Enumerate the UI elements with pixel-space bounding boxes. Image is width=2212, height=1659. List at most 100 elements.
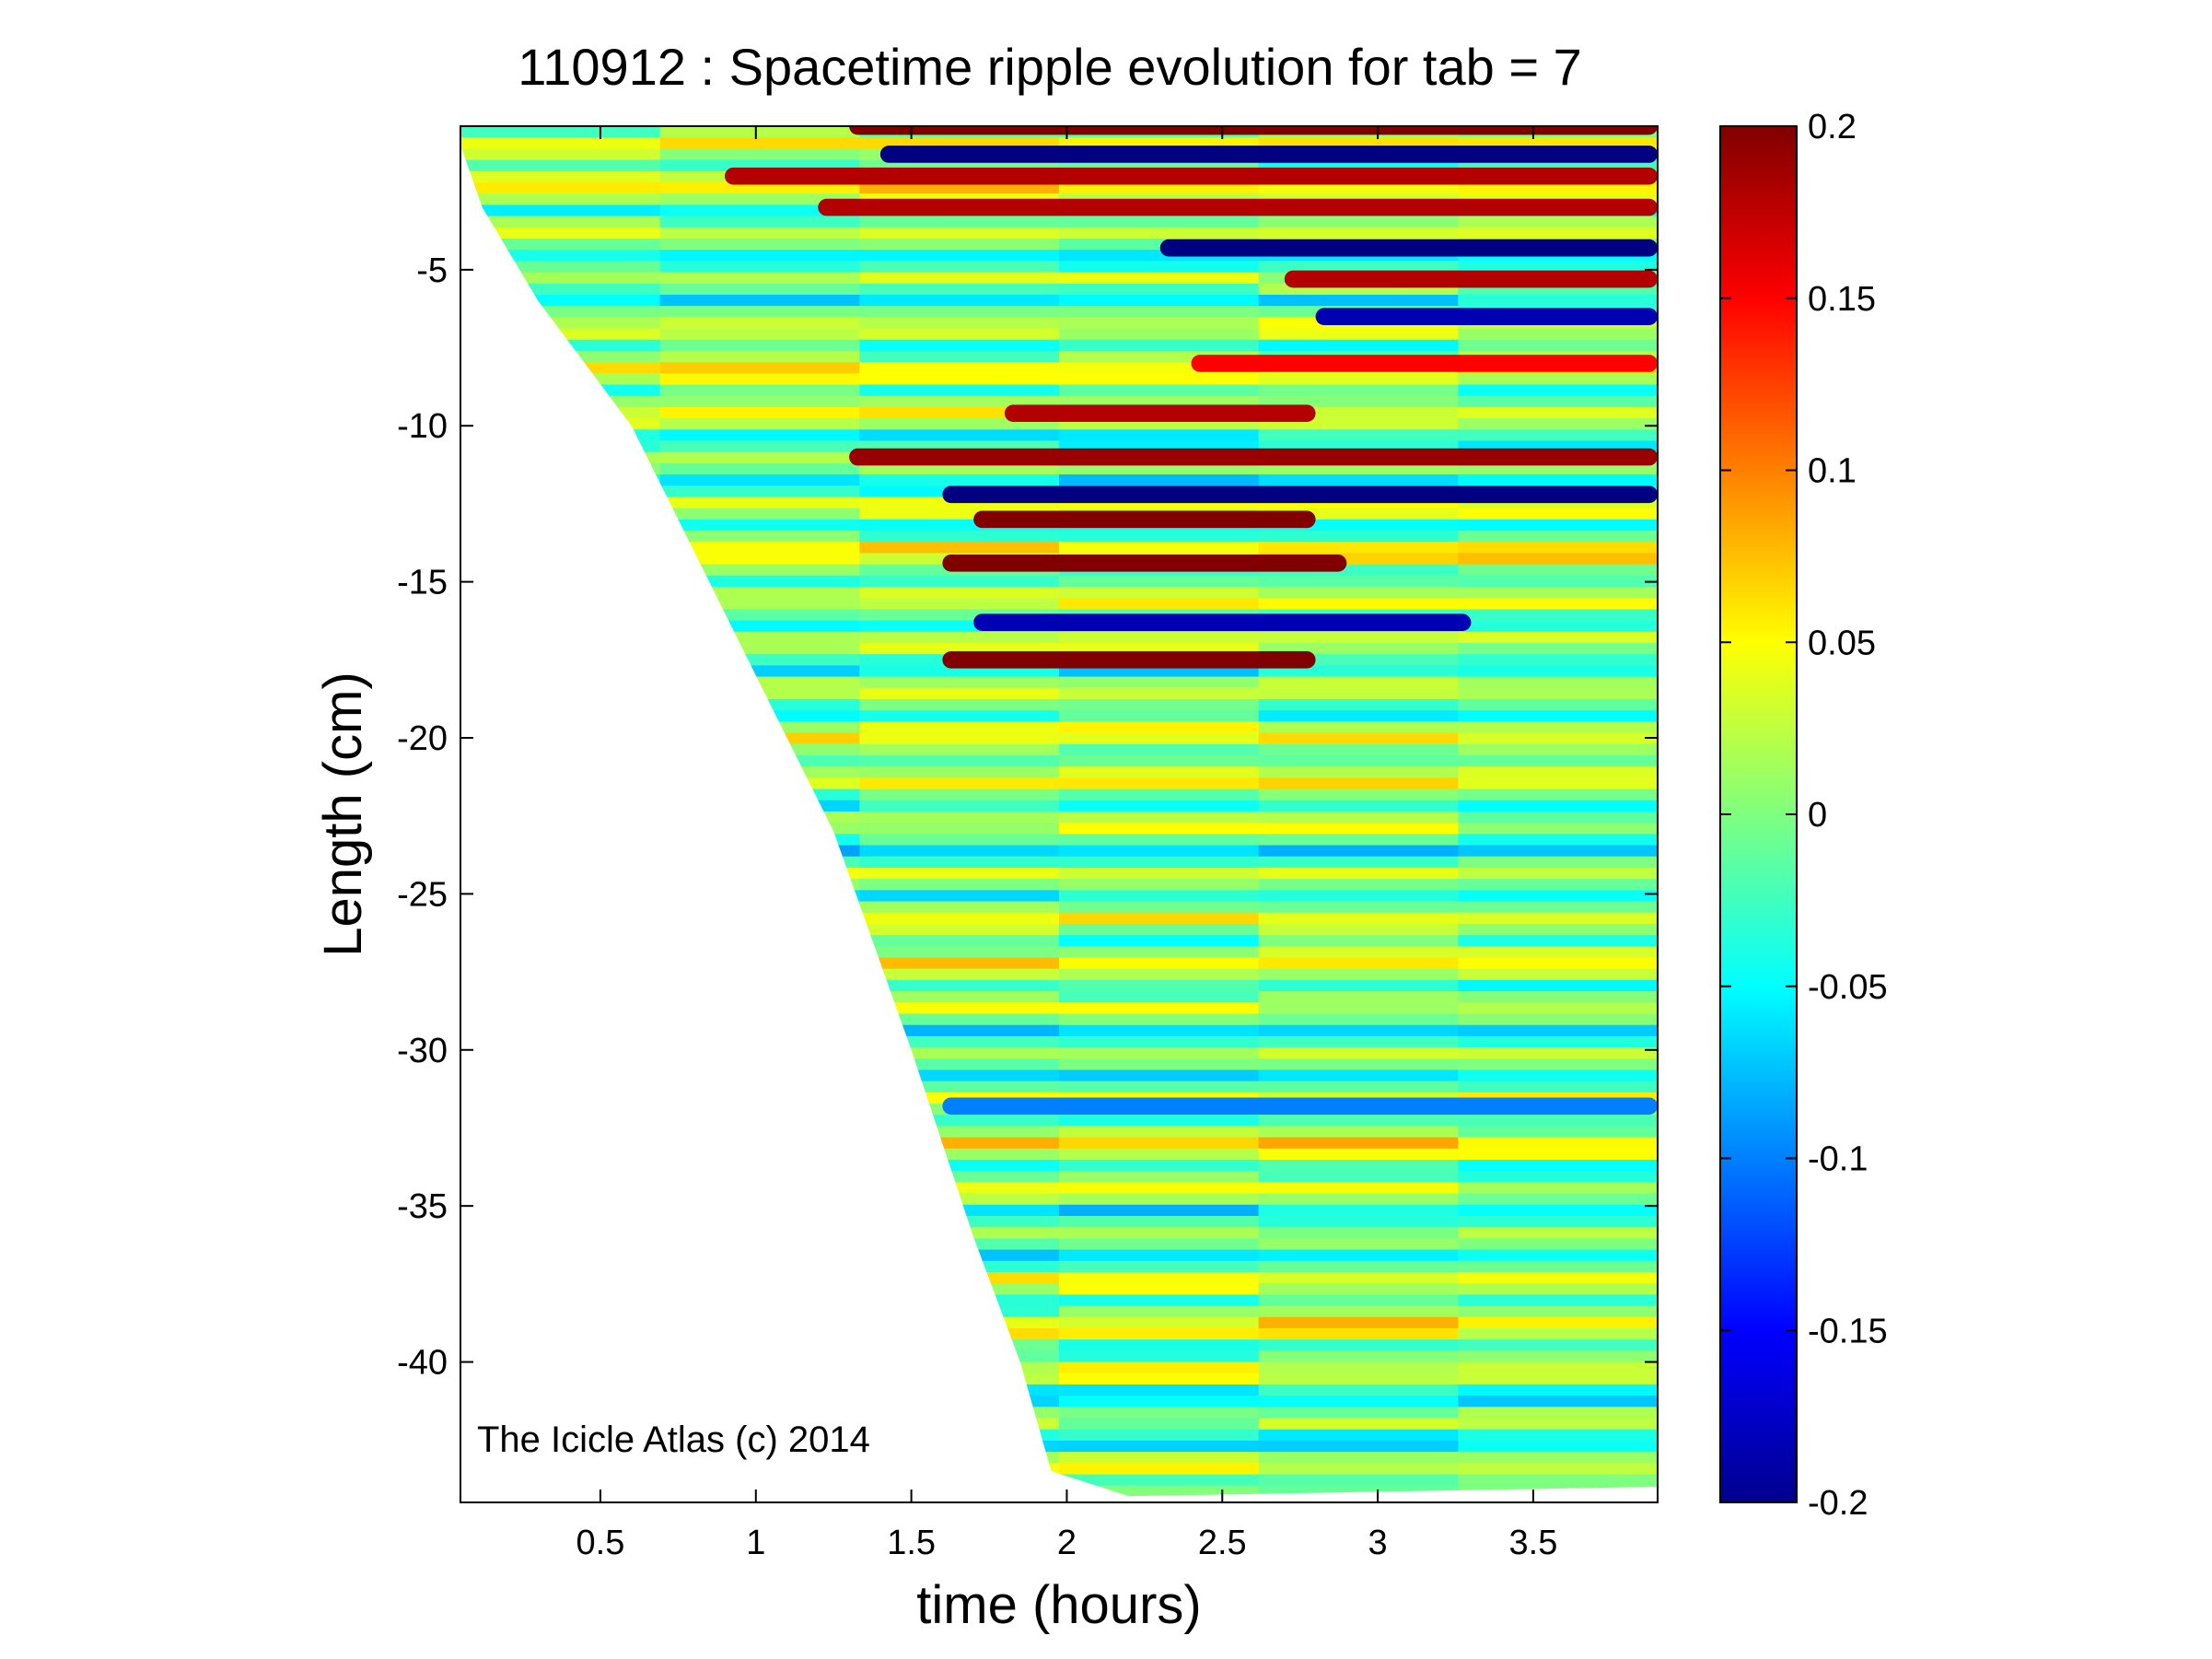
ripple-band bbox=[942, 650, 1316, 669]
heatmap-cell bbox=[1458, 946, 1658, 959]
colorbar-gradient bbox=[1719, 125, 1798, 1503]
heatmap-cell bbox=[859, 698, 1060, 712]
heatmap-cell bbox=[859, 350, 1060, 364]
heatmap-cell bbox=[1059, 901, 1260, 914]
heatmap-cell bbox=[859, 216, 1060, 228]
heatmap-cell bbox=[1258, 687, 1460, 700]
heatmap-cell bbox=[1258, 1283, 1460, 1296]
heatmap-cell bbox=[1458, 1204, 1658, 1218]
heatmap-cell bbox=[859, 542, 1060, 555]
heatmap-cell bbox=[1059, 991, 1260, 1004]
heatmap-cell bbox=[1258, 227, 1460, 240]
heatmap-cell bbox=[1458, 1238, 1658, 1251]
heatmap-cell bbox=[659, 137, 861, 150]
heatmap-cell bbox=[1059, 1035, 1260, 1049]
colorbar: 0.2 0.15 0.1 0.05 0 -0.05 -0.1 -0.15 -0.2 bbox=[1719, 108, 1888, 1523]
heatmap-cell bbox=[1458, 1316, 1658, 1329]
heatmap-cell bbox=[1059, 384, 1260, 397]
heatmap-cell bbox=[1458, 890, 1658, 903]
heatmap-cell bbox=[1458, 732, 1658, 745]
heatmap-cell bbox=[1458, 1463, 1658, 1476]
heatmap-cell bbox=[1458, 609, 1658, 622]
heatmap-cell bbox=[1458, 542, 1658, 555]
heatmap-cell bbox=[1458, 968, 1658, 981]
heatmap-cell bbox=[659, 542, 861, 555]
heatmap-cell bbox=[1458, 587, 1658, 600]
heatmap-cell bbox=[859, 834, 1060, 847]
heatmap-cell bbox=[1258, 777, 1460, 790]
heatmap-cell bbox=[1258, 923, 1460, 937]
heatmap-cell bbox=[1059, 687, 1260, 700]
heatmap-cell bbox=[859, 1013, 1060, 1026]
heatmap-cell bbox=[1458, 339, 1658, 352]
heatmap-cell bbox=[1258, 328, 1460, 341]
heatmap-cell bbox=[1059, 1182, 1260, 1195]
heatmap-cell bbox=[1458, 823, 1658, 835]
heatmap-cell bbox=[859, 923, 1060, 937]
heatmap-cell bbox=[859, 238, 1060, 251]
heatmap-cell bbox=[1258, 1148, 1460, 1162]
heatmap-cell bbox=[859, 766, 1060, 779]
heatmap-cell bbox=[1458, 575, 1658, 589]
heatmap-cell bbox=[1258, 1024, 1460, 1037]
ripple-band bbox=[849, 126, 1658, 135]
heatmap-cell bbox=[1258, 1373, 1460, 1385]
heatmap-cell bbox=[1258, 1035, 1460, 1049]
ripple-band bbox=[879, 146, 1658, 163]
heatmap-cell bbox=[1458, 1305, 1658, 1318]
heatmap-cell bbox=[1458, 1002, 1658, 1015]
heatmap-cell bbox=[1458, 687, 1658, 700]
heatmap-cell bbox=[1258, 1327, 1460, 1341]
heatmap-cell bbox=[1458, 1396, 1658, 1408]
heatmap-cell bbox=[1458, 553, 1658, 566]
heatmap-cell bbox=[1059, 676, 1260, 689]
heatmap-cell bbox=[659, 373, 861, 386]
heatmap-cell bbox=[1059, 1339, 1260, 1352]
heatmap-cell bbox=[460, 137, 661, 150]
heatmap-cell bbox=[1059, 710, 1260, 723]
heatmap-cell bbox=[659, 418, 861, 431]
heatmap-cell bbox=[859, 306, 1060, 319]
heatmap-cell bbox=[1059, 542, 1260, 555]
heatmap-cell bbox=[1258, 710, 1460, 723]
heatmap-cell bbox=[1059, 328, 1260, 341]
heatmap-cell bbox=[1258, 575, 1460, 589]
heatmap-cell bbox=[1458, 901, 1658, 914]
heatmap-cell bbox=[1258, 1171, 1460, 1184]
heatmap-cell bbox=[859, 732, 1060, 745]
heatmap-cell bbox=[859, 575, 1060, 589]
heatmap-cell bbox=[1458, 923, 1658, 937]
heatmap-cell bbox=[460, 216, 661, 228]
heatmap-cell bbox=[1258, 1271, 1460, 1285]
colorbar-tick-label: 0.05 bbox=[1808, 624, 1876, 662]
heatmap-cell bbox=[1258, 867, 1460, 881]
y-tick-label: -5 bbox=[416, 251, 448, 290]
heatmap-cell bbox=[1458, 1407, 1658, 1419]
heatmap-cell bbox=[859, 710, 1060, 723]
heatmap-cell bbox=[1458, 789, 1658, 801]
heatmap-cell bbox=[1059, 721, 1260, 734]
heatmap-cell bbox=[1458, 935, 1658, 948]
heatmap-cell bbox=[659, 306, 861, 319]
heatmap-cell bbox=[1059, 923, 1260, 937]
heatmap-cell bbox=[1059, 294, 1260, 308]
heatmap-cell bbox=[1258, 598, 1460, 611]
heatmap-cell bbox=[1258, 856, 1460, 869]
heatmap-cell bbox=[1258, 1204, 1460, 1218]
heatmap-cell bbox=[1458, 1035, 1658, 1049]
heatmap-cell bbox=[859, 968, 1060, 981]
heatmap-cell bbox=[859, 294, 1060, 308]
heatmap-cell bbox=[1059, 698, 1260, 712]
heatmap-cell bbox=[859, 800, 1060, 812]
heatmap-cell bbox=[859, 587, 1060, 600]
heatmap-cell bbox=[659, 181, 861, 195]
ripple-band bbox=[1159, 239, 1658, 257]
heatmap-cell bbox=[1458, 1171, 1658, 1184]
heatmap-cell bbox=[859, 721, 1060, 734]
heatmap-cell bbox=[859, 811, 1060, 824]
heatmap-cell bbox=[859, 957, 1060, 970]
heatmap-cell bbox=[859, 946, 1060, 959]
heatmap-cell bbox=[1458, 406, 1658, 420]
heatmap-cell bbox=[659, 429, 861, 442]
ripple-band bbox=[818, 198, 1658, 216]
